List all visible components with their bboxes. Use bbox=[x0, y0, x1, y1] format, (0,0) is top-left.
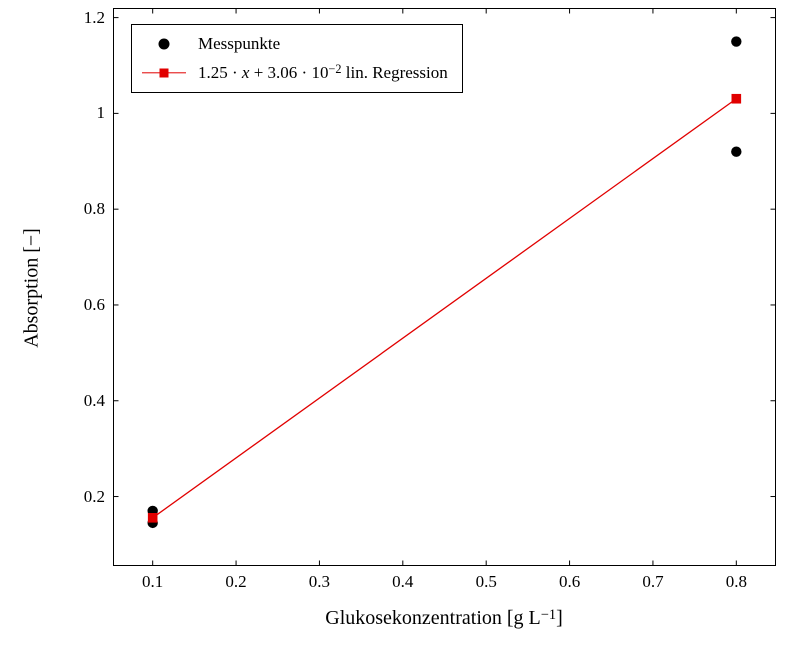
y-tick-label: 0.8 bbox=[83, 199, 105, 219]
x-axis-label-text: Glukosekonzentration [g L bbox=[325, 607, 541, 629]
data-point bbox=[731, 146, 742, 157]
x-tick-label: 0.1 bbox=[142, 572, 164, 591]
legend-item-messpunkte: Messpunkte bbox=[142, 34, 448, 54]
y-tick-label: 0.4 bbox=[83, 390, 105, 410]
y-tick-label: 0.2 bbox=[83, 486, 105, 506]
x-tick-label: 0.8 bbox=[725, 572, 747, 591]
y-tick-label: 1 bbox=[96, 103, 106, 123]
regression-label-mid: + 3.06 · 10 bbox=[249, 63, 329, 82]
y-axis-label: Absorption [−] bbox=[20, 228, 43, 348]
x-tick-label: 0.6 bbox=[558, 572, 581, 591]
y-tick-label: 0.6 bbox=[83, 294, 105, 314]
regression-line bbox=[152, 98, 737, 519]
regression-label-prefix: 1.25 · bbox=[198, 63, 242, 82]
data-point bbox=[731, 36, 742, 47]
x-tick-label: 0.3 bbox=[308, 572, 331, 591]
plot-frame bbox=[113, 8, 776, 566]
legend-label-messpunkte: Messpunkte bbox=[198, 34, 281, 53]
square-marker-icon bbox=[159, 68, 169, 78]
x-tick-label: 0.7 bbox=[642, 572, 664, 591]
y-tick-label: 1.2 bbox=[83, 7, 105, 27]
x-tick-label: 0.2 bbox=[225, 572, 247, 591]
x-tick-label: 0.5 bbox=[475, 572, 497, 591]
circle-marker-icon bbox=[158, 38, 170, 50]
regression-label-exponent: −2 bbox=[328, 62, 342, 77]
regression-marker bbox=[147, 512, 158, 523]
x-axis-label-close: ] bbox=[556, 607, 563, 629]
legend-label-regression: 1.25 · x + 3.06 · 10−2 lin. Regression bbox=[198, 63, 448, 83]
legend-sample-regression bbox=[142, 67, 186, 79]
x-axis-label: Glukosekonzentration [g L−1] bbox=[325, 607, 562, 630]
x-tick-label: 0.4 bbox=[392, 572, 414, 591]
regression-label-variable: x bbox=[241, 63, 250, 82]
x-axis-label-exponent: −1 bbox=[540, 606, 557, 623]
regression-marker bbox=[731, 93, 742, 104]
legend: Messpunkte 1.25 · x + 3.06 · 10−2 lin. R… bbox=[131, 24, 463, 93]
regression-label-suffix: lin. Regression bbox=[341, 63, 448, 82]
legend-sample-messpunkte bbox=[142, 38, 186, 50]
legend-item-regression: 1.25 · x + 3.06 · 10−2 lin. Regression bbox=[142, 63, 448, 83]
